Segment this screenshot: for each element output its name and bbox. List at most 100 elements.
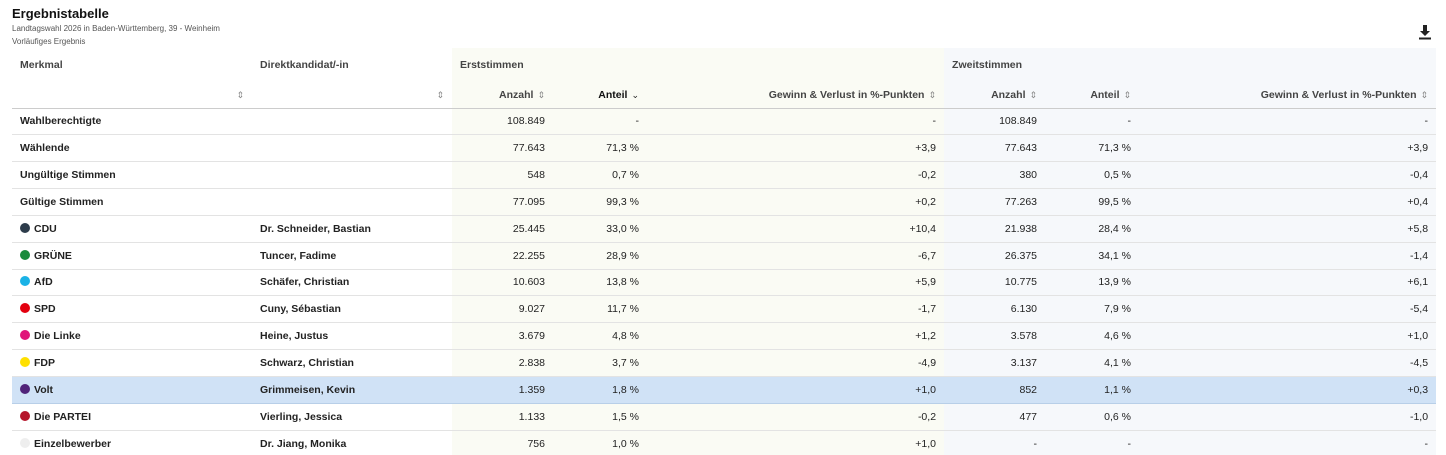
table-row[interactable]: AfD Schäfer, Christian 10.603 13,8 % +5,9 10.… [12,269,1436,297]
cell-value: 0,6 % [1104,410,1132,423]
zweit-anteil-cell: 1,1 % [1045,376,1140,404]
download-icon[interactable] [1418,24,1432,40]
cell-value: Volt [34,383,54,396]
zweit-anteil-cell: - [1045,108,1140,136]
zweit-gewinn-cell: -0,4 [1139,161,1436,190]
cell-value: 108.849 [507,115,545,128]
cell-value: GRÜNE [34,249,72,262]
table-row[interactable]: CDU Dr. Schneider, Bastian 25.445 33,0 % +10… [12,215,1436,243]
cell-value: SPD [34,303,56,316]
party-color-dot [20,330,30,341]
cell-value: Grimmeisen, Kevin [260,383,356,396]
erst-gewinn-cell: +0,2 [647,188,945,216]
cell-value: 26.375 [1004,249,1038,262]
sort-zweit-anzahl-button[interactable]: Anzahl ⇕ [944,82,1046,109]
cell-value: +3,9 [915,142,937,155]
cell-value: Dr. Jiang, Monika [260,437,347,450]
zweit-gewinn-cell: - [1139,108,1436,136]
erst-anzahl-cell: 77.643 [452,134,553,163]
erst-anteil-cell: 33,0 % [553,215,647,243]
cell-value: +0,4 [1407,195,1429,208]
table-row[interactable]: SPD Cuny, Sébastian 9.027 11,7 % -1,7 6.130 7,… [12,295,1436,324]
erst-anteil-cell: 1,5 % [553,403,647,431]
sort-icon: ⇕ [436,89,444,100]
zweit-gewinn-cell: -1,4 [1139,242,1436,270]
cell-value: +5,9 [915,276,937,289]
cell-value: 4,8 % [612,330,639,343]
erst-gewinn-cell: -4,9 [647,349,945,377]
merkmal-cell: Wählende [12,134,252,163]
sort-zweit-anteil-button[interactable]: Anteil ⇕ [1045,82,1140,109]
table-row[interactable]: Einzelbewerber Dr. Jiang, Monika 756 1,0 % +… [12,430,1436,455]
cell-value: 3.137 [1010,357,1038,370]
erst-anteil-cell: 71,3 % [553,134,647,163]
cell-value: FDP [34,357,55,370]
page-title: Ergebnistabelle [12,6,109,21]
table-row[interactable]: Die PARTEI Vierling, Jessica 1.133 1,5 % -0,… [12,403,1436,431]
erst-gewinn-cell: +1,2 [647,322,945,351]
cell-value: 71,3 % [1098,142,1132,155]
zweit-gewinn-cell: +0,4 [1139,188,1436,216]
zweit-anteil-cell: - [1045,430,1140,455]
erst-anzahl-cell: 9.027 [452,295,553,324]
cell-value: 7,9 % [1104,303,1132,316]
cell-value: 1,8 % [612,383,639,396]
table-row[interactable]: GRÜNE Tuncer, Fadime 22.255 28,9 % -6,7 26.37… [12,242,1436,270]
erst-anzahl-cell: 548 [452,161,553,190]
cell-value: -5,4 [1409,303,1429,316]
kandidat-cell [252,134,452,163]
cell-value: 21.938 [1004,222,1038,235]
column-label: Anzahl [499,88,534,101]
cell-value: Einzelbewerber [34,437,112,450]
cell-value: +5,8 [1407,222,1429,235]
zweit-gewinn-cell: +6,1 [1139,269,1436,297]
sort-icon: ⇕ [928,89,937,100]
sort-erst-gewinn-button[interactable]: Gewinn & Verlust in %-Punkten ⇕ [647,82,945,109]
cell-value: +1,0 [915,437,937,450]
cell-value: -0,2 [917,169,937,182]
table-row[interactable]: Die Linke Heine, Justus 3.679 4,8 % +1,2 3.57… [12,322,1436,351]
zweit-anteil-cell: 4,6 % [1045,322,1140,351]
merkmal-cell: CDU [12,215,252,243]
cell-value: 99,3 % [606,195,639,208]
sort-erst-anteil-button[interactable]: Anteil ⌄ [553,82,647,109]
sort-kandidat-button[interactable]: ⇕ [252,82,452,109]
sort-icon: ⇕ [1029,89,1038,100]
table-row[interactable]: Wahlberechtigte 108.849 - - 108.849 - - [12,108,1436,136]
zweit-gewinn-cell: +3,9 [1139,134,1436,163]
erst-anzahl-cell: 756 [452,430,553,455]
party-color-dot [20,276,30,287]
kandidat-cell: Dr. Jiang, Monika [252,430,452,455]
zweit-anteil-cell: 4,1 % [1045,349,1140,377]
erst-anzahl-cell: 77.095 [452,188,553,216]
zweit-anteil-cell: 71,3 % [1045,134,1140,163]
erst-gewinn-cell: -6,7 [647,242,945,270]
cell-value: -4,9 [917,357,937,370]
cell-value: - [932,115,937,128]
cell-value: 71,3 % [606,142,639,155]
table-row[interactable]: Wählende 77.643 71,3 % +3,9 77.643 71,3 % +3,9 [12,134,1436,163]
cell-value: -0,2 [917,410,937,423]
cell-value: -1,7 [917,303,937,316]
column-label: Gewinn & Verlust in %-Punkten [1260,88,1417,101]
cell-value: +0,2 [915,195,937,208]
sort-merkmal-button[interactable]: ⇕ [12,82,252,109]
table-row[interactable]: Gültige Stimmen 77.095 99,3 % +0,2 77.263 99,… [12,188,1436,216]
cell-value: AfD [34,276,53,289]
zweit-anzahl-cell: 380 [944,161,1046,190]
table-row[interactable]: Volt Grimmeisen, Kevin 1.359 1,8 % +1,0 852 1,… [12,376,1436,404]
cell-value: -1,0 [1409,410,1429,423]
table-row[interactable]: FDP Schwarz, Christian 2.838 3,7 % -4,9 3.137… [12,349,1436,377]
table-row[interactable]: Ungültige Stimmen 548 0,7 % -0,2 380 0,5 % -0,… [12,161,1436,190]
erst-anteil-cell: 1,0 % [553,430,647,455]
kandidat-cell: Grimmeisen, Kevin [252,376,452,404]
zweit-gewinn-cell: +5,8 [1139,215,1436,243]
zweit-anzahl-cell: 21.938 [944,215,1046,243]
zweit-anteil-cell: 7,9 % [1045,295,1140,324]
erst-anteil-cell: - [553,108,647,136]
erst-gewinn-cell: +1,0 [647,430,945,455]
zweit-anteil-cell: 34,1 % [1045,242,1140,270]
sort-erst-anzahl-button[interactable]: Anzahl ⇕ [452,82,553,109]
kandidat-cell: Heine, Justus [252,322,452,351]
sort-zweit-gewinn-button[interactable]: Gewinn & Verlust in %-Punkten ⇕ [1139,82,1436,109]
